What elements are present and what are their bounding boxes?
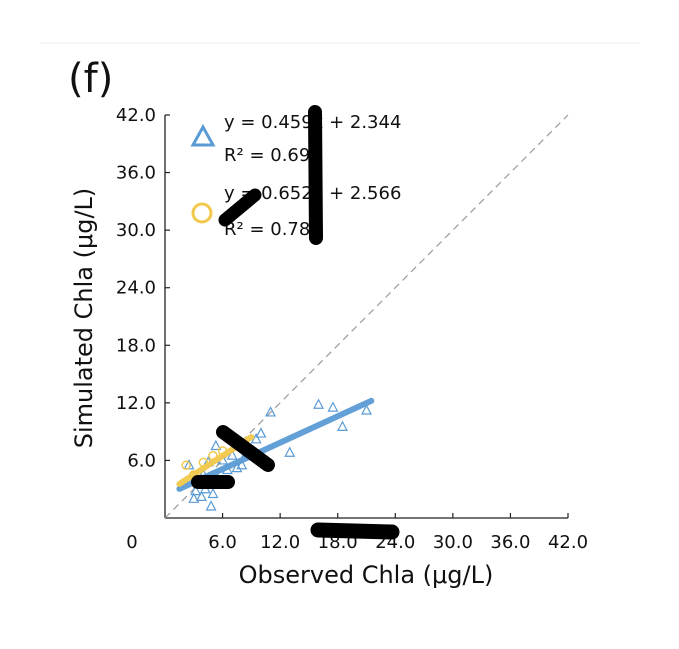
y-tick-label: 36.0 [116,163,156,184]
legend-triangle-marker [190,123,216,147]
redaction-marks [191,105,400,540]
y-tick-label: 6.0 [127,450,156,471]
series-1-point [361,404,372,415]
series-1-point [188,492,200,503]
series-1-point [190,484,202,496]
series-1-point [337,420,349,431]
series-1-point [207,487,219,499]
series-1-fit-line [176,397,375,492]
x-tick-label: 36.0 [490,532,530,553]
redaction-stroke [308,105,323,245]
x-axis-title: Observed Chla (μg/L) [239,561,494,589]
redaction-stroke [310,522,400,540]
series-1-point [210,439,222,451]
series-1-point [265,406,277,417]
series-1-point [313,398,325,409]
panel-label: (f) [68,56,113,102]
x-tick-label: 0 [126,532,137,553]
series-1-r2: R² = 0.690 [224,145,322,166]
series-1-point [327,401,339,412]
y-tick-label: 18.0 [116,335,156,356]
y-tick-label: 24.0 [116,278,156,299]
y-tick-label: 42.0 [116,105,156,126]
series-1-point [226,449,238,460]
redaction-stroke [218,188,262,227]
series-1-point [195,490,207,501]
x-tick-label: 42.0 [548,532,588,553]
x-tick-label: 30.0 [433,532,473,553]
y-tick-label: 30.0 [116,220,156,241]
series-1-point [255,427,267,438]
series-1-point [284,446,296,457]
x-tick-label: 12.0 [260,532,300,553]
one-to-one-line [164,114,569,519]
redaction-stroke [216,425,275,472]
y-axis-title: Simulated Chla (μg/L) [70,188,98,449]
x-tick-label: 6.0 [208,532,237,553]
y-tick-label: 12.0 [116,393,156,414]
series-1-point [205,500,217,511]
series-1-point [231,461,243,473]
legend-circle-marker [191,202,213,224]
series-2-r2: R² = 0.783 [224,219,322,240]
series-2-point [181,460,191,470]
